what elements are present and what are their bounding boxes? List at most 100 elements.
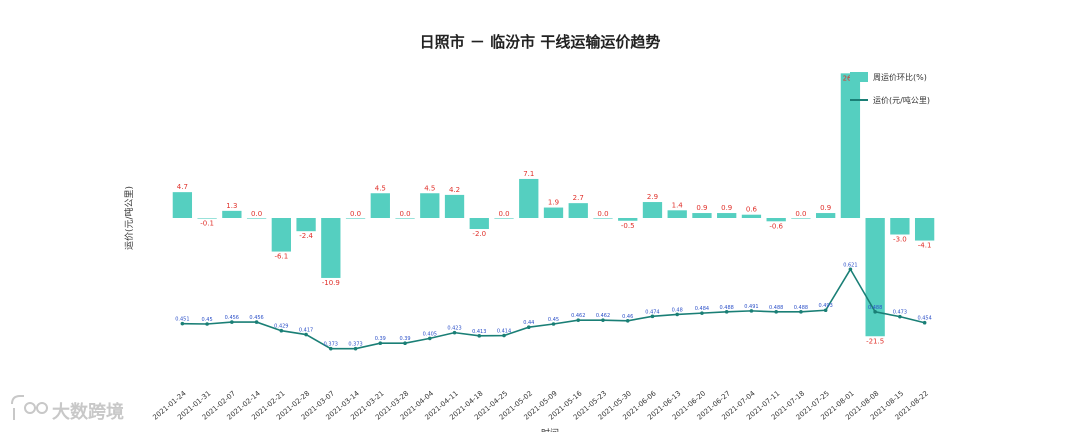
price-point-2021-03-14 — [353, 346, 358, 351]
price-label-2021-08-01: 0.621 — [843, 262, 857, 268]
price-label-2021-05-02: 0.44 — [523, 320, 534, 326]
x-tick-labels: 2021-01-242021-01-312021-02-072021-02-14… — [151, 389, 930, 422]
bar-label-2021-05-02: 7.1 — [523, 170, 534, 178]
bar-2021-04-18 — [469, 218, 489, 229]
bar-label-2021-07-11: -0.6 — [769, 222, 783, 230]
bar-label-2021-08-15: -3.0 — [893, 236, 907, 244]
bar-2021-02-14 — [246, 218, 267, 219]
price-point-2021-02-28 — [304, 332, 308, 337]
bar-label-2021-02-21: -6.1 — [275, 253, 289, 261]
bar-2021-08-22 — [914, 218, 935, 241]
price-point-2021-06-20 — [700, 311, 704, 315]
price-line — [182, 267, 925, 350]
price-point-2021-05-23 — [601, 318, 605, 322]
line-layer: 0.451 0.45 0.456 0.456 0.429 0.417 0.373 0.373 0… — [175, 262, 932, 351]
price-point-2021-01-24 — [180, 321, 185, 326]
bar-label-2021-06-06: 2.9 — [647, 193, 658, 201]
price-point-2021-07-18 — [799, 310, 803, 314]
bar-2021-01-31 — [197, 218, 217, 219]
bar-label-2021-02-07: 1.3 — [226, 202, 237, 210]
bar-label-2021-08-08: -21.5 — [866, 337, 884, 345]
watermark-text: 大数跨境 — [52, 401, 124, 423]
bar-2021-03-28 — [395, 218, 415, 219]
price-label-2021-04-25: 0.414 — [497, 329, 511, 335]
bar-2021-05-09 — [543, 207, 564, 218]
legend-bar-swatch — [850, 72, 868, 82]
bar-label-2021-01-31: -0.1 — [200, 220, 214, 228]
bar-2021-07-11 — [766, 218, 786, 222]
chart-title: 日照市 － 临汾市 干线运输运价趋势 — [420, 33, 661, 51]
legend-line-label: 运价(元/吨公里) — [873, 95, 930, 105]
bar-2021-08-15 — [890, 218, 910, 235]
price-point-2021-03-28 — [403, 341, 407, 346]
bar-2021-06-27 — [717, 213, 737, 218]
bar-label-2021-07-04: 0.6 — [746, 206, 758, 214]
price-label-2021-01-24: 0.451 — [175, 317, 189, 323]
price-label-2021-07-11: 0.488 — [769, 305, 783, 311]
price-point-2021-02-21 — [279, 328, 284, 333]
y-axis-label: 运价(元/吨公里) — [123, 186, 135, 250]
price-point-2021-04-18 — [477, 334, 482, 338]
bar-2021-04-11 — [444, 194, 465, 218]
bar-2021-06-06 — [642, 202, 663, 218]
legend[interactable]: 周运价环比(%) 运价(元/吨公里) — [850, 72, 930, 105]
price-point-2021-04-11 — [452, 330, 457, 335]
price-point-2021-08-22 — [922, 320, 927, 325]
bar-label-2021-07-25: 0.9 — [820, 204, 831, 212]
x-axis-label: 时间 — [541, 427, 559, 432]
bar-label-2021-01-24: 4.7 — [177, 183, 188, 191]
price-label-2021-05-09: 0.45 — [548, 317, 559, 323]
price-label-2021-03-21: 0.39 — [375, 336, 386, 342]
price-point-2021-05-16 — [576, 318, 581, 322]
bar-2021-04-04 — [420, 193, 440, 218]
price-point-2021-06-06 — [650, 314, 655, 319]
bar-2021-02-28 — [296, 218, 316, 232]
bar-label-2021-05-30: -0.5 — [621, 222, 635, 230]
bar-2021-05-02 — [519, 178, 539, 218]
bar-label-2021-05-09: 1.9 — [548, 199, 559, 207]
price-label-2021-06-13: 0.48 — [672, 307, 683, 313]
price-point-2021-08-01 — [848, 267, 853, 272]
price-label-2021-01-31: 0.45 — [202, 317, 213, 323]
price-label-2021-02-07: 0.456 — [225, 315, 239, 321]
price-point-2021-07-04 — [749, 309, 754, 313]
bar-label-2021-05-23: 0.0 — [597, 210, 608, 218]
price-point-2021-03-07 — [329, 346, 333, 351]
price-label-2021-02-28: 0.417 — [299, 328, 313, 334]
price-label-2021-02-14: 0.456 — [249, 315, 263, 321]
bars-layer — [172, 73, 935, 337]
price-point-2021-08-15 — [898, 314, 902, 319]
bar-2021-06-13 — [667, 210, 687, 218]
bar-label-2021-03-21: 4.5 — [375, 184, 386, 192]
bar-2021-08-08 — [865, 218, 885, 337]
bar-label-2021-07-18: 0.0 — [795, 210, 806, 218]
price-point-2021-05-09 — [551, 322, 556, 326]
bar-label-2021-08-22: -4.1 — [918, 242, 932, 250]
price-point-2021-05-02 — [526, 325, 531, 330]
bar-label-2021-06-13: 1.4 — [672, 201, 684, 209]
bar-2021-04-25 — [494, 218, 514, 219]
bar-2021-03-07 — [321, 218, 341, 278]
price-label-2021-03-07: 0.373 — [324, 342, 338, 348]
bar-2021-03-14 — [345, 218, 366, 219]
bar-2021-05-23 — [593, 218, 613, 219]
price-label-2021-08-22: 0.454 — [917, 316, 931, 322]
price-point-2021-07-25 — [823, 308, 828, 313]
price-label-2021-08-08: 0.488 — [868, 305, 882, 311]
bar-2021-07-25 — [816, 213, 836, 218]
bar-label-2021-04-25: 0.0 — [498, 210, 509, 218]
price-point-2021-03-21 — [378, 341, 383, 346]
bar-2021-01-24 — [172, 192, 193, 218]
bar-label-2021-06-27: 0.9 — [721, 204, 732, 212]
watermark: 大数跨境 — [11, 395, 124, 423]
price-point-2021-07-11 — [774, 310, 778, 314]
bar-2021-06-20 — [692, 213, 712, 218]
bar-label-2021-02-28: -2.4 — [299, 232, 313, 240]
price-label-2021-02-21: 0.429 — [274, 324, 288, 330]
price-label-2021-07-04: 0.491 — [744, 304, 758, 310]
price-point-2021-04-04 — [427, 336, 432, 341]
bar-label-2021-02-14: 0.0 — [251, 210, 262, 218]
bar-2021-07-18 — [791, 218, 811, 219]
